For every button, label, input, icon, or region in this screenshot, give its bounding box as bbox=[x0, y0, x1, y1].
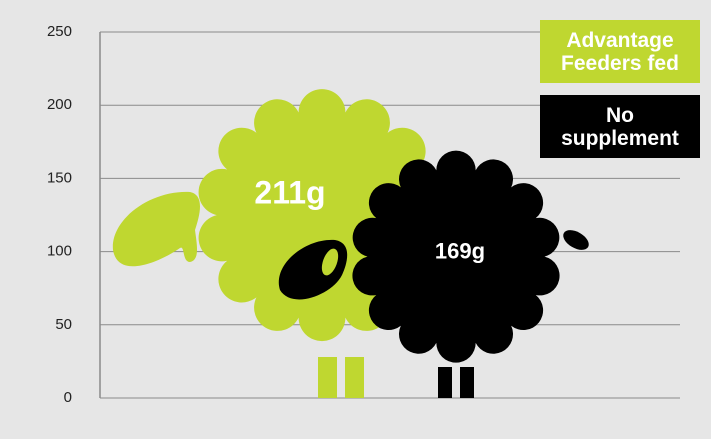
sheep-head bbox=[113, 192, 200, 266]
sheep-leg bbox=[345, 357, 364, 398]
y-tick-label: 50 bbox=[55, 316, 72, 333]
sheep-leg bbox=[460, 367, 474, 398]
sheep-leg bbox=[318, 357, 337, 398]
sheep-ear bbox=[560, 226, 592, 254]
value-label: 211g bbox=[254, 175, 325, 211]
y-tick-label: 250 bbox=[47, 23, 72, 40]
sheep-leg bbox=[438, 367, 452, 398]
value-label: 169g bbox=[435, 238, 485, 263]
y-tick-label: 200 bbox=[47, 96, 72, 113]
y-tick-label: 150 bbox=[47, 169, 72, 186]
y-tick-label: 0 bbox=[64, 389, 72, 406]
legend-entry: No supplement bbox=[540, 95, 700, 158]
legend-entry: Advantage Feeders fed bbox=[540, 20, 700, 83]
chart: 0 50 100 150 200 250 211g 169g Advantage Feeder… bbox=[0, 0, 711, 439]
y-tick-label: 100 bbox=[47, 243, 72, 260]
